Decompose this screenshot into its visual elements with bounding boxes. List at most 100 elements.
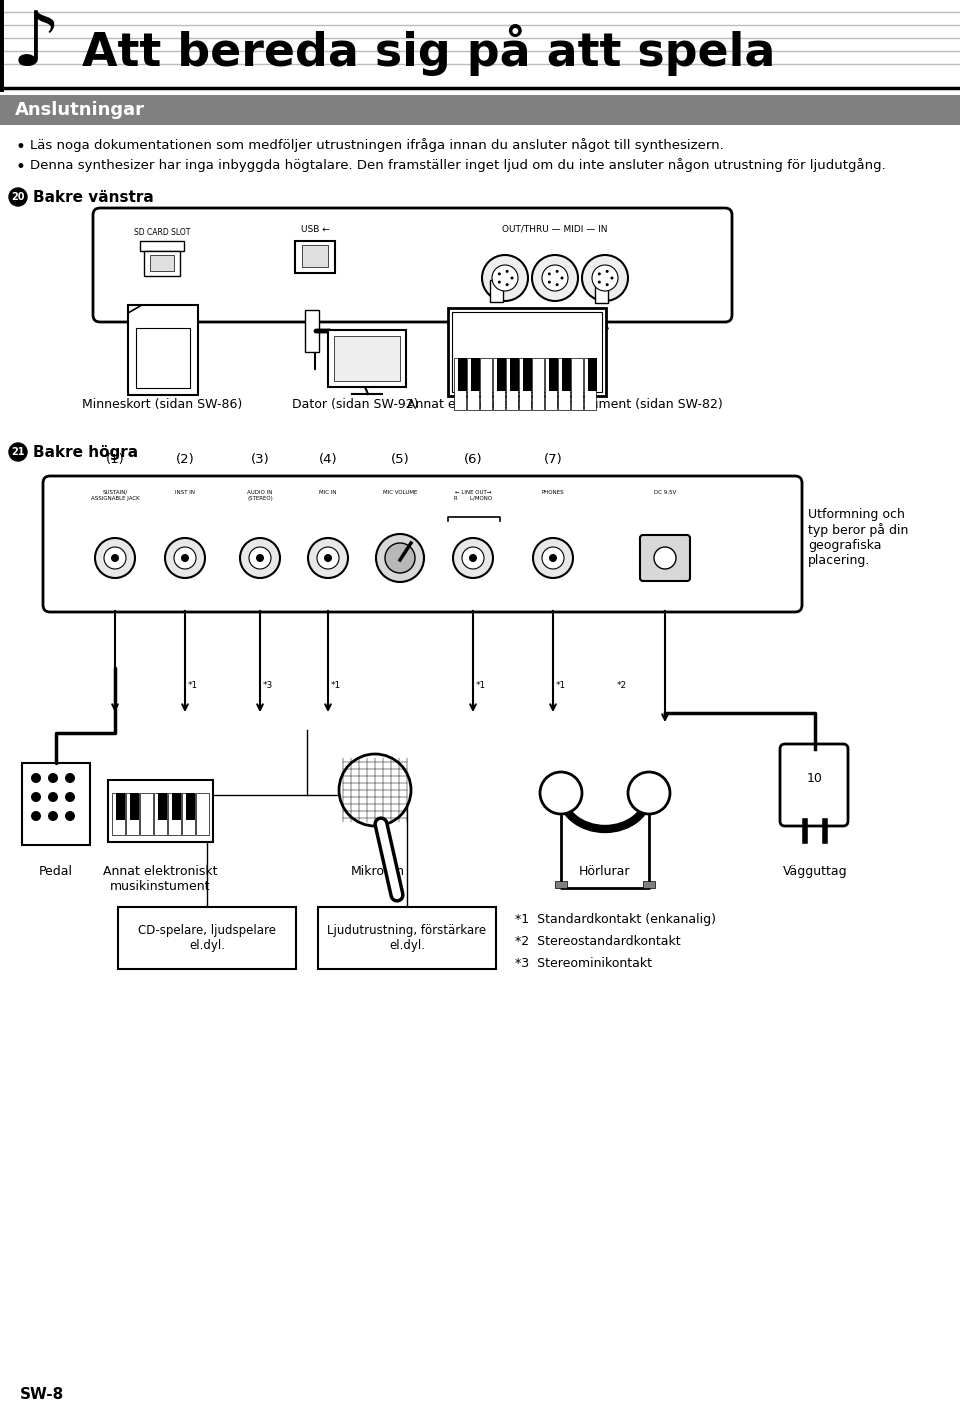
Bar (126, 793, 139, 835)
Bar (562, 357, 571, 391)
Text: (3): (3) (251, 452, 270, 467)
Circle shape (48, 793, 58, 803)
Bar (136, 328, 190, 389)
Circle shape (533, 537, 573, 579)
Text: *2: *2 (617, 681, 627, 689)
Circle shape (181, 554, 189, 562)
Text: SD CARD SLOT: SD CARD SLOT (133, 228, 190, 237)
Text: (5): (5) (391, 452, 409, 467)
Text: *1: *1 (188, 681, 199, 689)
Bar (116, 793, 125, 820)
Circle shape (469, 554, 477, 562)
Bar (118, 908, 296, 968)
Text: 10: 10 (807, 773, 823, 786)
Bar (448, 308, 606, 396)
Circle shape (498, 272, 501, 275)
Bar (172, 793, 181, 820)
Circle shape (339, 754, 411, 827)
Bar (0, 95, 960, 125)
Text: *3  Stereominikontakt: *3 Stereominikontakt (515, 957, 652, 970)
Circle shape (111, 554, 119, 562)
Circle shape (48, 811, 58, 821)
Circle shape (582, 255, 628, 301)
Bar (571, 357, 583, 410)
Circle shape (65, 793, 75, 803)
Text: CD-spelare, ljudspelare
el.dyl.: CD-spelare, ljudspelare el.dyl. (138, 925, 276, 951)
Bar (549, 357, 558, 391)
Circle shape (540, 771, 582, 814)
Text: Dator (sidan SW-92): Dator (sidan SW-92) (292, 398, 419, 411)
Bar (318, 908, 496, 968)
Bar (510, 357, 519, 391)
FancyBboxPatch shape (43, 476, 802, 613)
Bar (519, 357, 531, 410)
Bar (506, 357, 518, 410)
Bar (497, 357, 506, 391)
Bar (108, 780, 213, 842)
Text: Ljudutrustning, förstärkare
el.dyl.: Ljudutrustning, förstärkare el.dyl. (327, 925, 487, 951)
Bar (150, 255, 174, 271)
Circle shape (308, 537, 348, 579)
Circle shape (606, 284, 609, 286)
Text: Bakre vänstra: Bakre vänstra (33, 190, 154, 206)
Text: SUSTAIN/
ASSIGNABLE JACK: SUSTAIN/ ASSIGNABLE JACK (90, 491, 139, 501)
Bar (186, 793, 195, 820)
FancyBboxPatch shape (640, 535, 690, 581)
Text: •: • (15, 157, 25, 176)
Bar (158, 793, 167, 820)
Bar (22, 763, 90, 845)
Circle shape (628, 771, 670, 814)
Text: USB ←: USB ← (300, 225, 329, 234)
Circle shape (31, 811, 41, 821)
Circle shape (549, 554, 557, 562)
Text: (4): (4) (319, 452, 337, 467)
Circle shape (511, 277, 514, 279)
Text: *3: *3 (263, 681, 274, 689)
Circle shape (31, 793, 41, 803)
Circle shape (548, 272, 551, 275)
Text: Bakre högra: Bakre högra (33, 445, 138, 459)
Text: Anslutningar: Anslutningar (15, 101, 145, 119)
Text: OUT/THRU — MIDI — IN: OUT/THRU — MIDI — IN (502, 225, 608, 234)
Bar (302, 245, 328, 267)
Text: Pedal: Pedal (39, 865, 73, 878)
Bar (471, 357, 480, 391)
Text: Mikrofon: Mikrofon (351, 865, 405, 878)
Circle shape (65, 811, 75, 821)
Circle shape (492, 265, 518, 291)
Text: Annat elektroniskt musikinstrument (sidan SW-82): Annat elektroniskt musikinstrument (sida… (407, 398, 723, 411)
Bar (295, 241, 335, 274)
Bar (555, 881, 567, 888)
Circle shape (592, 265, 618, 291)
Circle shape (317, 547, 339, 569)
Bar (144, 251, 180, 277)
Circle shape (532, 255, 578, 301)
Bar (643, 881, 655, 888)
Bar (454, 357, 466, 410)
Circle shape (548, 281, 551, 284)
Bar (168, 793, 181, 835)
Circle shape (65, 773, 75, 783)
Text: Att bereda sig på att spela: Att bereda sig på att spela (82, 24, 776, 77)
Text: *1: *1 (476, 681, 487, 689)
Circle shape (31, 773, 41, 783)
Circle shape (324, 554, 332, 562)
Text: (1): (1) (106, 452, 125, 467)
Circle shape (9, 442, 27, 461)
Circle shape (376, 535, 424, 581)
Circle shape (654, 547, 676, 569)
Circle shape (240, 537, 280, 579)
Bar (154, 793, 167, 835)
Circle shape (482, 255, 528, 301)
Text: MIC IN: MIC IN (320, 491, 337, 495)
Circle shape (598, 281, 601, 284)
Circle shape (95, 537, 135, 579)
Bar (305, 311, 319, 352)
Text: •: • (15, 138, 25, 156)
Circle shape (506, 269, 509, 272)
Circle shape (561, 277, 564, 279)
Bar (328, 330, 406, 387)
Bar (480, 357, 492, 410)
Bar (523, 357, 532, 391)
Circle shape (104, 547, 126, 569)
